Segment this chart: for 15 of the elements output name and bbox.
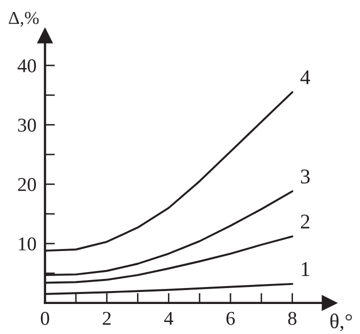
x-axis-title: θ,° xyxy=(330,314,352,332)
x-tick-label: 8 xyxy=(288,312,296,325)
y-tick-label: 20 xyxy=(18,178,36,192)
y-tick-label: 40 xyxy=(18,59,36,72)
series-label: 3 xyxy=(301,170,310,184)
series-label: 1 xyxy=(302,262,310,276)
y-axis-title: Δ,% xyxy=(8,12,39,27)
x-tick-label: 4 xyxy=(164,312,174,325)
y-tick-label: 30 xyxy=(18,118,36,132)
series-label: 4 xyxy=(300,70,310,84)
series-label: 2 xyxy=(300,214,310,228)
y-tick-label: 10 xyxy=(18,237,36,250)
x-tick-label: 2 xyxy=(102,312,111,325)
x-tick-label: 6 xyxy=(226,312,235,325)
x-tick-label: 0 xyxy=(40,312,50,325)
